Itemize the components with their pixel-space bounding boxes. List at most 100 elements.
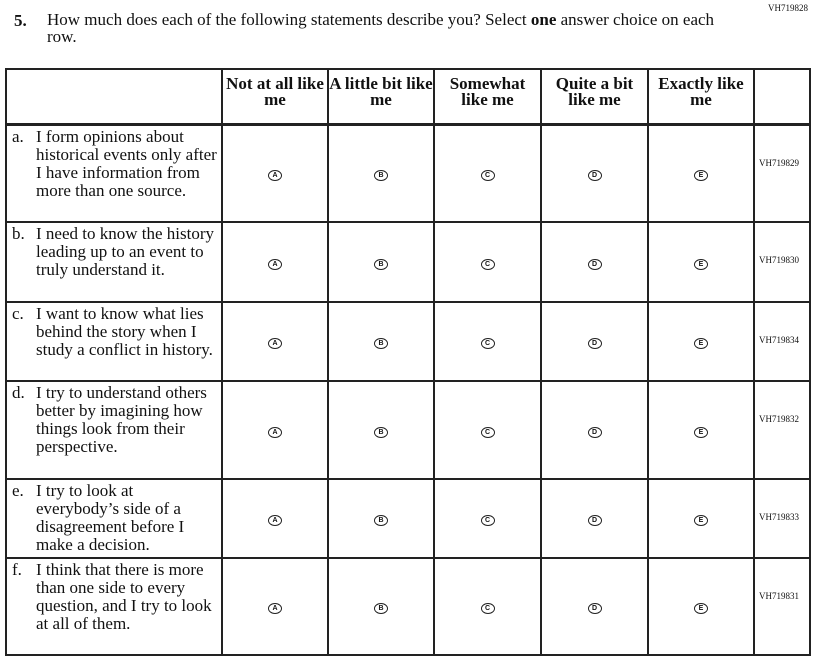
option-cell[interactable]: E (647, 556, 755, 656)
option-cell[interactable]: B (327, 220, 435, 303)
item-code: VH719832 (753, 379, 811, 480)
statement-cell: f. I think that there is more than one si… (5, 556, 223, 656)
option-cell[interactable]: C (433, 379, 542, 480)
option-cell[interactable]: D (540, 220, 649, 303)
question-text-part: How much does each of the following stat… (47, 10, 531, 29)
answer-bubble-e[interactable]: E (694, 603, 708, 614)
table-row: d. I try to understand others better by i… (5, 379, 811, 480)
answer-bubble-d[interactable]: D (587, 170, 602, 182)
answer-bubble-e[interactable]: E (694, 426, 708, 438)
option-cell[interactable]: A (221, 220, 329, 303)
statement-letter: e. (12, 480, 24, 500)
option-cell[interactable]: B (327, 379, 435, 480)
answer-bubble-e[interactable]: E (694, 258, 708, 270)
statement-letter: f. (12, 559, 22, 579)
table-row: f. I think that there is more than one si… (5, 556, 811, 656)
column-header: Exactly like me (647, 68, 755, 126)
answer-bubble-e[interactable]: E (694, 338, 708, 349)
statement-letter: c. (12, 303, 24, 323)
answer-bubble-d[interactable]: D (587, 603, 602, 614)
option-cell[interactable]: D (540, 477, 649, 559)
column-header: Quite a bit like me (540, 68, 649, 126)
table-row: b. I need to know the history leading up … (5, 220, 811, 303)
answer-bubble-b[interactable]: B (374, 603, 388, 614)
option-cell[interactable]: E (647, 379, 755, 480)
question-number: 5. (14, 11, 27, 30)
answer-bubble-b[interactable]: B (374, 170, 388, 182)
statement-cell: b. I need to know the history leading up … (5, 220, 223, 303)
header-code-blank (753, 68, 811, 126)
column-header: Somewhat like me (433, 68, 542, 126)
option-cell[interactable]: D (540, 556, 649, 656)
option-cell[interactable]: C (433, 477, 542, 559)
table-row: e. I try to look at everybody’s side of a… (5, 477, 811, 559)
answer-bubble-b[interactable]: B (374, 258, 388, 270)
answer-bubble-d[interactable]: D (587, 426, 602, 438)
option-cell[interactable]: E (647, 300, 755, 382)
question-text-part: answer choice on each row. (47, 10, 715, 46)
option-cell[interactable]: E (647, 123, 755, 223)
column-header: A little bit like me (327, 68, 435, 126)
item-code: VH719831 (753, 556, 811, 656)
item-code: VH719834 (753, 300, 811, 382)
option-cell[interactable]: E (647, 220, 755, 303)
answer-bubble-c[interactable]: C (480, 338, 495, 349)
statement-letter: a. (12, 127, 24, 146)
response-grid: Not at all like me A little bit like me So… (5, 68, 811, 656)
statement-text: I think that there is more than one side… (36, 559, 212, 633)
option-cell[interactable]: A (221, 300, 329, 382)
option-cell[interactable]: C (433, 300, 542, 382)
question-text-emphasis: one (530, 10, 557, 29)
item-code: VH719829 (753, 123, 811, 223)
item-code: VH719830 (753, 220, 811, 303)
answer-bubble-e[interactable]: E (694, 170, 708, 182)
statement-text: I try to understand others better by ima… (36, 382, 207, 456)
answer-bubble-d[interactable]: D (587, 338, 602, 349)
option-cell[interactable]: D (540, 300, 649, 382)
option-cell[interactable]: A (221, 477, 329, 559)
statement-text: I want to know what lies behind the stor… (36, 303, 213, 359)
answer-bubble-a[interactable]: A (268, 603, 282, 614)
answer-bubble-a[interactable]: A (268, 338, 282, 349)
answer-bubble-a[interactable]: A (268, 170, 282, 182)
table-row: a. I form opinions about historical event… (5, 123, 811, 223)
option-cell[interactable]: A (221, 379, 329, 480)
answer-bubble-a[interactable]: A (268, 515, 282, 526)
answer-bubble-b[interactable]: B (374, 426, 388, 438)
statement-cell: a. I form opinions about historical event… (5, 123, 223, 223)
option-cell[interactable]: C (433, 556, 542, 656)
header-blank (5, 68, 223, 126)
answer-bubble-e[interactable]: E (694, 515, 708, 526)
statement-cell: e. I try to look at everybody’s side of a… (5, 477, 223, 559)
option-cell[interactable]: A (221, 123, 329, 223)
answer-bubble-b[interactable]: B (374, 338, 388, 349)
item-code: VH719833 (753, 477, 811, 559)
statement-cell: c. I want to know what lies behind the st… (5, 300, 223, 382)
question-id: VH719828 (768, 3, 808, 13)
statement-text: I form opinions about historical events … (36, 127, 217, 200)
answer-bubble-d[interactable]: D (587, 515, 602, 526)
option-cell[interactable]: B (327, 477, 435, 559)
answer-bubble-c[interactable]: C (480, 603, 495, 614)
answer-bubble-c[interactable]: C (480, 426, 495, 438)
statement-text: I try to look at everybody’s side of a d… (36, 480, 185, 554)
option-cell[interactable]: D (540, 379, 649, 480)
answer-bubble-a[interactable]: A (268, 426, 282, 438)
answer-bubble-c[interactable]: C (480, 515, 495, 526)
option-cell[interactable]: A (221, 556, 329, 656)
option-cell[interactable]: C (433, 220, 542, 303)
answer-bubble-a[interactable]: A (268, 258, 282, 270)
option-cell[interactable]: B (327, 556, 435, 656)
column-header: Not at all like me (221, 68, 329, 126)
option-cell[interactable]: C (433, 123, 542, 223)
answer-bubble-d[interactable]: D (587, 258, 602, 270)
statement-letter: b. (12, 223, 25, 243)
answer-bubble-c[interactable]: C (480, 258, 495, 270)
statement-letter: d. (12, 382, 25, 402)
answer-bubble-b[interactable]: B (374, 515, 388, 526)
option-cell[interactable]: B (327, 123, 435, 223)
answer-bubble-c[interactable]: C (480, 170, 495, 182)
option-cell[interactable]: E (647, 477, 755, 559)
option-cell[interactable]: B (327, 300, 435, 382)
option-cell[interactable]: D (540, 123, 649, 223)
